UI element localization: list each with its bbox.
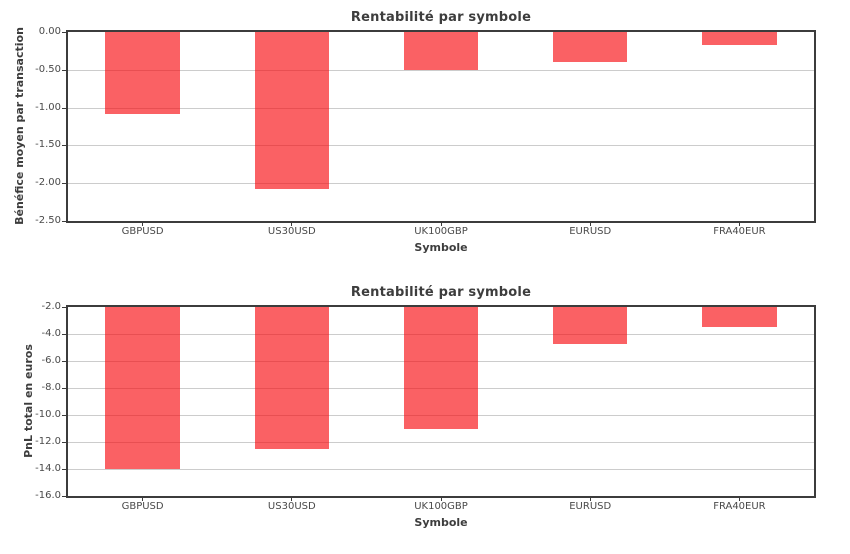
y-tick-mark	[62, 107, 66, 109]
y-tick-label: -4.0	[41, 328, 61, 339]
y-tick-mark	[62, 182, 66, 184]
x-tick-mark	[589, 223, 591, 226]
bar-fra40eur	[702, 307, 777, 328]
x-tick-label-uk100gbp: UK100GBP	[414, 501, 468, 512]
y-tick-mark	[62, 414, 66, 416]
x-tick-label-fra40eur: FRA40EUR	[713, 501, 766, 512]
y-tick-mark	[62, 31, 66, 33]
gridline	[68, 144, 814, 146]
x-tick-label-fra40eur: FRA40EUR	[713, 226, 766, 237]
chart-title: Rentabilité par symbole	[350, 10, 532, 25]
x-tick-mark	[738, 223, 740, 226]
x-tick-labels: GBPUSD US30USD UK100GBP EURUSD FRA40EUR	[68, 226, 814, 237]
y-tick-mark	[62, 387, 66, 389]
x-axis-label: Symbole	[414, 241, 468, 254]
x-axis-label: Symbole	[414, 516, 468, 529]
y-tick-label: -2.50	[35, 215, 61, 226]
gridline	[68, 107, 814, 109]
y-tick-mark	[62, 144, 66, 146]
x-tick-mark	[738, 498, 740, 501]
x-tick-mark	[291, 223, 293, 226]
x-tick-mark	[291, 498, 293, 501]
y-tick-label: 0.00	[38, 26, 61, 37]
x-tick-mark	[142, 498, 144, 501]
y-tick-label: -8.0	[41, 382, 61, 393]
y-tick-label: -16.0	[35, 490, 61, 501]
x-tick-label-gbpusd: GBPUSD	[121, 501, 164, 512]
y-tick-label: -1.50	[35, 139, 61, 150]
x-tick-mark	[142, 223, 144, 226]
x-tick-label-eurusd: EURUSD	[569, 501, 612, 512]
y-tick-mark	[62, 360, 66, 362]
y-axis-label: PnL total en euros	[22, 344, 35, 458]
bar-gbpusd	[105, 307, 180, 469]
bar-uk100gbp	[403, 32, 479, 70]
gridline	[68, 182, 814, 184]
y-tick-label: -6.0	[41, 355, 61, 366]
y-axis-label: Bénéfice moyen par transaction	[13, 27, 26, 225]
x-tick-mark	[440, 223, 442, 226]
y-tick-label: -14.0	[35, 463, 61, 474]
x-tick-label-gbpusd: GBPUSD	[121, 226, 164, 237]
y-tick-mark	[62, 306, 66, 308]
plot-area: -2.0 -4.0 -6.0 -8.0 -10.0 -12.0 -14.0 -16.0	[35, 301, 816, 501]
x-tick-label-uk100gbp: UK100GBP	[414, 226, 468, 237]
plot-area: 0.00 -0.50 -1.00 -1.50 -2.00 -2.50	[35, 26, 816, 226]
x-tick-labels: GBPUSD US30USD UK100GBP EURUSD FRA40EUR	[68, 501, 814, 512]
y-tick-label: -10.0	[35, 409, 61, 420]
x-tick-mark	[589, 498, 591, 501]
y-tick-mark	[62, 495, 66, 497]
bar-uk100gbp	[403, 307, 479, 429]
bar-eurusd	[552, 307, 628, 344]
y-tick-mark	[62, 69, 66, 71]
y-tick-label: -2.00	[35, 177, 61, 188]
x-tick-label-eurusd: EURUSD	[569, 226, 612, 237]
y-tick-label: -0.50	[35, 64, 61, 75]
x-tick-mark	[440, 498, 442, 501]
gridline	[68, 441, 814, 443]
gridline	[68, 468, 814, 470]
x-tick-label-us30usd: US30USD	[267, 501, 316, 512]
bar-eurusd	[552, 32, 628, 62]
y-tick-mark	[62, 333, 66, 335]
bar-us30usd	[254, 307, 330, 449]
y-tick-label: -12.0	[35, 436, 61, 447]
y-tick-mark	[62, 468, 66, 470]
y-tick-label: -1.00	[35, 102, 61, 113]
y-tick-label: -2.0	[41, 301, 61, 312]
gridline	[68, 69, 814, 71]
chart-title: Rentabilité par symbole	[350, 285, 532, 300]
x-tick-label-us30usd: US30USD	[267, 226, 316, 237]
y-tick-mark	[62, 441, 66, 443]
bar-us30usd	[254, 32, 330, 190]
y-tick-mark	[62, 220, 66, 222]
bar-gbpusd	[105, 32, 180, 114]
bar-fra40eur	[702, 32, 777, 45]
